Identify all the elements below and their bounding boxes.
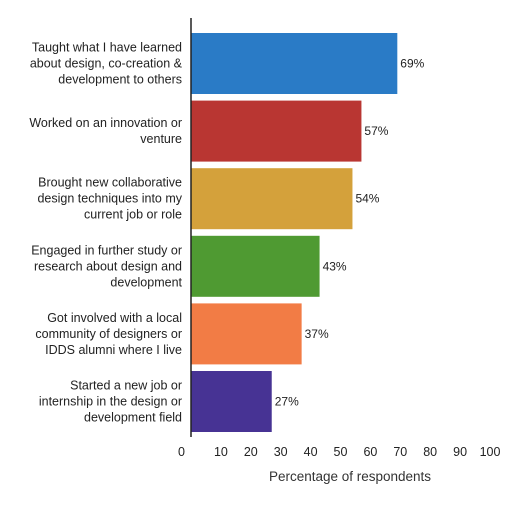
value-label-6: 27% [275, 395, 299, 409]
value-labels: 69% 57% 54% 43% 37% 27% [275, 57, 425, 409]
value-label-4: 43% [323, 259, 347, 273]
bar-4 [191, 235, 320, 297]
category-label-line: Brought new collaborative [38, 176, 182, 190]
category-label-line: Taught what I have learned [32, 41, 182, 55]
category-label-line: current job or role [84, 208, 182, 222]
category-label-line: community of designers or [35, 327, 182, 341]
category-label-line: internship in the design or [39, 395, 182, 409]
category-label-6: Started a new job or internship in the de… [39, 379, 182, 425]
category-label-3: Brought new collaborative design techniqu… [37, 176, 182, 222]
bar-3 [191, 168, 353, 230]
x-tick-20: 20 [244, 445, 258, 459]
x-tick-70: 70 [393, 445, 407, 459]
value-label-2: 57% [364, 124, 388, 138]
category-label-line: Engaged in further study or [31, 243, 182, 257]
x-tick-60: 60 [363, 445, 377, 459]
category-label-line: research about design and [34, 259, 182, 273]
category-label-line: design techniques into my [37, 192, 182, 206]
category-label-1: Taught what I have learned about design, … [30, 41, 183, 87]
x-tick-30: 30 [274, 445, 288, 459]
bar-5 [191, 303, 302, 365]
category-label-line: Got involved with a local [47, 311, 182, 325]
category-label-line: development field [84, 411, 182, 425]
x-tick-80: 80 [423, 445, 437, 459]
category-label-line: IDDS alumni where I live [45, 343, 182, 357]
x-tick-10: 10 [214, 445, 228, 459]
x-tick-100: 100 [480, 445, 501, 459]
category-label-line: about design, co-creation & [30, 57, 183, 71]
category-label-4: Engaged in further study or research abou… [31, 243, 182, 289]
x-tick-40: 40 [304, 445, 318, 459]
value-label-1: 69% [400, 57, 424, 71]
category-labels: Taught what I have learned about design, … [29, 41, 182, 425]
x-tick-labels: 0 10 20 30 40 50 60 70 80 90 100 [178, 445, 500, 459]
category-label-line: Started a new job or [70, 379, 182, 393]
category-label-5: Got involved with a local community of de… [35, 311, 182, 357]
category-label-line: development [110, 275, 182, 289]
x-tick-50: 50 [334, 445, 348, 459]
value-label-3: 54% [355, 192, 379, 206]
x-tick-90: 90 [453, 445, 467, 459]
category-label-2: Worked on an innovation or venture [29, 116, 182, 146]
x-axis-title: Percentage of respondents [269, 469, 431, 484]
bar-6 [191, 371, 272, 432]
value-label-5: 37% [305, 327, 329, 341]
bar-1 [191, 33, 398, 94]
bars [191, 33, 398, 432]
category-label-line: Worked on an innovation or [29, 116, 182, 130]
x-tick-0: 0 [178, 445, 185, 459]
category-label-line: venture [140, 132, 182, 146]
bar-2 [191, 100, 362, 162]
category-label-line: development to others [58, 73, 182, 87]
